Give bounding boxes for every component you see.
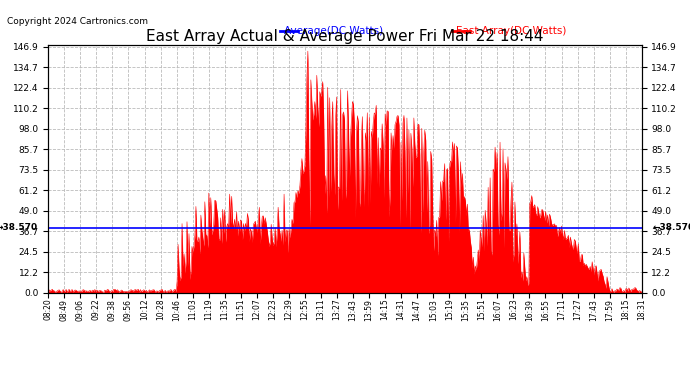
Title: East Array Actual & Average Power Fri Mar 22 18:44: East Array Actual & Average Power Fri Ma… <box>146 29 544 44</box>
Text: Copyright 2024 Cartronics.com: Copyright 2024 Cartronics.com <box>7 17 148 26</box>
Text: East Array(DC Watts): East Array(DC Watts) <box>456 26 566 36</box>
Text: Average(DC Watts): Average(DC Watts) <box>284 26 383 36</box>
Text: ←38.570: ←38.570 <box>652 224 690 232</box>
Text: →38.570: →38.570 <box>0 224 38 232</box>
